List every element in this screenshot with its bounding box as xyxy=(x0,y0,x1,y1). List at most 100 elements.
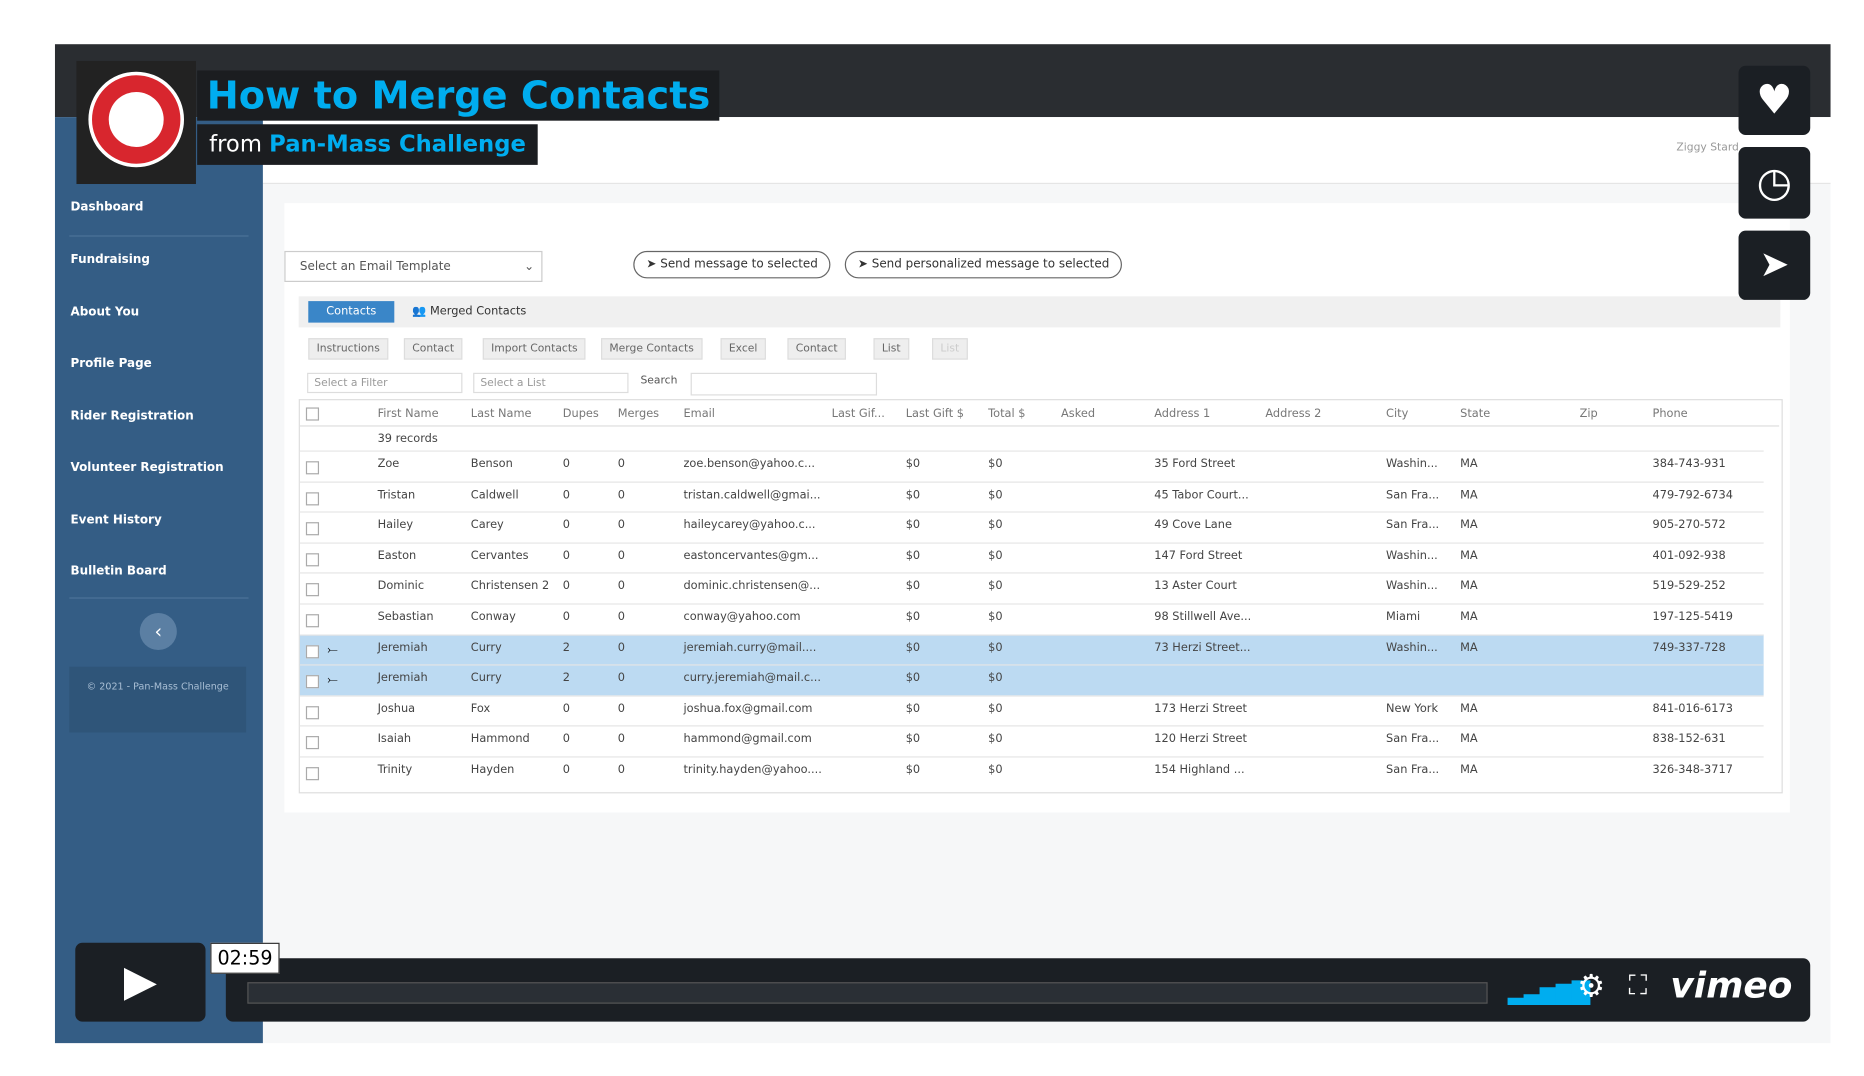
sidebar xyxy=(54,117,263,1044)
column-header[interactable]: Dupes xyxy=(562,407,599,421)
email-template-select[interactable]: Select an Email Template ⌄ xyxy=(284,250,543,282)
toolbar-button[interactable]: Excel xyxy=(720,338,766,360)
row-checkbox[interactable] xyxy=(305,675,320,689)
column-header[interactable]: Last Gift $ xyxy=(905,407,964,421)
column-header[interactable]: First Name xyxy=(377,407,439,421)
cell: 2 xyxy=(562,641,571,655)
row[interactable] xyxy=(299,572,1764,604)
row[interactable] xyxy=(299,511,1764,543)
progress-track[interactable] xyxy=(247,982,1488,1004)
cell: $0 xyxy=(905,702,921,716)
table xyxy=(298,399,1783,794)
search-label: Search xyxy=(640,375,678,388)
cell: hammond@gmail.com xyxy=(683,732,812,747)
toolbar-button[interactable]: List xyxy=(873,338,909,360)
list-select[interactable]: Select a List xyxy=(473,372,629,394)
cell: eastoncervantes@gm... xyxy=(683,549,819,563)
column-header[interactable]: Email xyxy=(683,407,715,421)
toolbar-button[interactable]: Contact xyxy=(787,338,846,360)
tab-active[interactable]: Contacts xyxy=(308,301,395,323)
nav-item[interactable]: Profile Page xyxy=(70,357,152,371)
cell: Sebastian xyxy=(377,610,434,624)
row[interactable] xyxy=(299,450,1764,482)
fullscreen[interactable]: ⛶ xyxy=(1628,971,1648,1002)
column-header[interactable]: Address 2 xyxy=(1265,407,1322,421)
row-checkbox[interactable] xyxy=(305,767,320,781)
cell: 0 xyxy=(617,457,625,471)
play-button[interactable]: ▶ xyxy=(75,942,206,1022)
column-header[interactable]: Asked xyxy=(1061,407,1096,421)
row[interactable] xyxy=(299,664,1764,696)
toolbar-button[interactable]: Import Contacts xyxy=(482,338,587,360)
row-checkbox[interactable] xyxy=(305,552,320,567)
settings[interactable]: ⚙ xyxy=(1577,969,1606,1005)
row-checkbox[interactable] xyxy=(305,614,320,628)
collapse-button[interactable]: ‹ xyxy=(139,612,177,651)
cell: conway@yahoo.com xyxy=(683,610,801,624)
cell: Miami xyxy=(1386,610,1421,624)
search-input[interactable] xyxy=(690,372,878,396)
cell: MA xyxy=(1460,518,1478,532)
nav-item[interactable]: Fundraising xyxy=(70,253,150,267)
cell: Joshua xyxy=(377,702,416,716)
like-button[interactable]: ♥ xyxy=(1738,65,1811,136)
row-checkbox[interactable] xyxy=(305,705,320,720)
header-checkbox[interactable] xyxy=(305,407,320,421)
toolbar-button[interactable]: Merge Contacts xyxy=(601,338,703,360)
cell: Trinity xyxy=(377,763,413,777)
column-header[interactable]: Last Gif... xyxy=(831,407,885,421)
column-header[interactable]: Last Name xyxy=(470,407,532,421)
row[interactable] xyxy=(299,725,1764,757)
column-header[interactable]: Phone xyxy=(1652,407,1688,421)
nav-item[interactable]: Rider Registration xyxy=(70,409,194,423)
tab[interactable]: 👥 Merged Contacts xyxy=(412,304,527,318)
column-header[interactable]: State xyxy=(1460,407,1491,421)
nav-item[interactable]: Bulletin Board xyxy=(70,565,167,579)
nav-item[interactable]: Volunteer Registration xyxy=(70,461,224,475)
toolbar-button[interactable]: Instructions xyxy=(308,338,389,360)
send-personal-button[interactable]: ➤ Send personalized message to selected xyxy=(844,250,1123,279)
filter-select[interactable]: Select a Filter xyxy=(307,372,463,394)
column-header[interactable]: Address 1 xyxy=(1154,407,1211,421)
nav-item[interactable]: About You xyxy=(70,305,140,320)
user-name[interactable]: Ziggy Stard xyxy=(1676,142,1739,155)
send-button[interactable]: ➤ Send message to selected xyxy=(633,250,832,279)
nav-item[interactable]: Event History xyxy=(70,513,162,527)
row-checkbox[interactable] xyxy=(305,736,320,750)
volume[interactable]: ▂▃▅▆▇ xyxy=(1507,976,1590,1005)
cell: 120 Herzi Street xyxy=(1154,732,1247,747)
row-checkbox[interactable] xyxy=(305,461,320,475)
channel-link[interactable]: Pan-Mass Challenge xyxy=(269,131,526,158)
column-header[interactable]: City xyxy=(1386,407,1409,421)
column-header[interactable]: Zip xyxy=(1579,407,1598,421)
cell: Dominic xyxy=(377,579,425,594)
vimeo-logo[interactable]: vimeo xyxy=(1670,965,1793,1008)
share-button[interactable]: ➤ xyxy=(1738,230,1811,300)
row-checkbox[interactable] xyxy=(305,644,320,658)
row[interactable] xyxy=(299,481,1764,513)
row[interactable] xyxy=(299,695,1764,727)
toolbar-button[interactable]: Contact xyxy=(403,338,463,360)
cell: MA xyxy=(1460,702,1478,716)
row[interactable] xyxy=(299,542,1764,574)
video-title[interactable]: How to Merge Contacts xyxy=(197,70,720,121)
row[interactable] xyxy=(299,603,1764,635)
cell: Hailey xyxy=(377,518,414,532)
row-checkbox[interactable] xyxy=(305,583,320,597)
cell: Washin... xyxy=(1386,549,1438,563)
toolbar-button: List xyxy=(931,338,968,360)
cell: curry.jeremiah@mail.c... xyxy=(683,671,822,685)
watch-later-button[interactable]: ◷ xyxy=(1738,146,1811,219)
row-checkbox[interactable] xyxy=(305,491,320,505)
cell: $0 xyxy=(905,549,921,563)
cell: MA xyxy=(1460,641,1478,655)
row[interactable] xyxy=(299,756,1764,788)
cell: 0 xyxy=(562,610,571,624)
nav-item[interactable]: Dashboard xyxy=(70,200,144,214)
column-header[interactable]: Merges xyxy=(617,407,660,421)
row-checkbox[interactable] xyxy=(305,522,320,536)
cell: MA xyxy=(1460,732,1478,747)
column-header[interactable]: Total $ xyxy=(988,407,1026,421)
cell: $0 xyxy=(988,579,1003,594)
row[interactable] xyxy=(299,633,1764,666)
